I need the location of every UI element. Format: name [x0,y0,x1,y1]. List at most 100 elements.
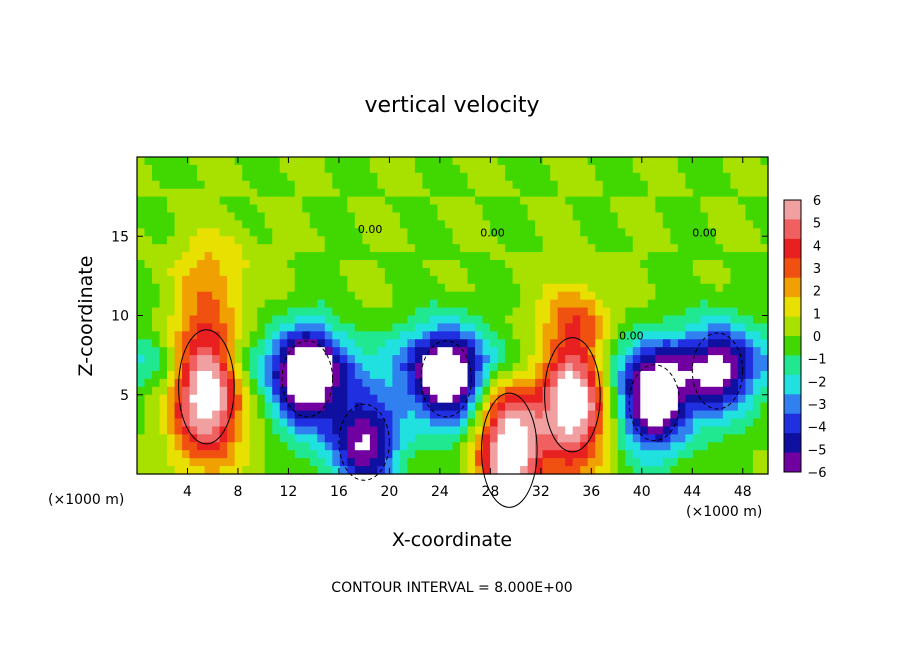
heatmap-cell [670,458,679,467]
heatmap-cell [685,426,694,435]
heatmap-cell [475,283,484,293]
heatmap-cell [730,378,739,388]
heatmap-cell [189,252,198,261]
heatmap-cell [632,228,641,237]
downdraft-contour [420,340,472,418]
heatmap-cell [369,458,378,467]
heatmap-cell [219,204,228,214]
heatmap-cell [257,434,266,443]
heatmap-cell [422,180,431,190]
heatmap-cell [302,244,311,253]
heatmap-cell [685,252,694,261]
heatmap-cell [617,323,626,332]
heatmap-cell [752,394,762,404]
heatmap-cell [257,188,266,198]
heatmap-cell [407,164,416,174]
heatmap-cell [377,307,386,317]
heatmap-cell [174,426,183,435]
heatmap-cell [324,244,333,253]
heatmap-cell [475,172,484,182]
heatmap-cell [692,410,701,420]
heatmap-cell [550,307,559,317]
heatmap-cell [399,204,409,214]
heatmap-cell [197,347,206,356]
heatmap-cell [399,180,409,190]
heatmap-cell [670,466,679,475]
heatmap-cell [580,196,589,206]
heatmap-cell [595,347,604,356]
heatmap-cell [662,450,671,459]
heatmap-cell [550,378,559,388]
heatmap-cell [287,402,296,412]
heatmap-cell [497,466,506,475]
heatmap-cell [580,260,589,269]
heatmap-cell [414,394,424,404]
heatmap-cell [737,291,747,301]
heatmap-cell [550,220,559,229]
heatmap-cell [429,275,439,285]
heatmap-cell [692,275,701,285]
heatmap-cell [414,212,424,221]
heatmap-cell [362,228,371,237]
heatmap-cell [429,252,439,261]
heatmap-cell [760,450,769,459]
heatmap-cell [550,236,559,245]
heatmap-cell [685,236,694,245]
heatmap-cell [384,212,393,221]
heatmap-cell [490,426,499,435]
heatmap-cell [745,157,754,166]
heatmap-cell [535,188,544,198]
heatmap-cell [174,458,183,467]
heatmap-cell [497,434,506,443]
heatmap-cell [264,188,273,198]
heatmap-cell [640,188,649,198]
heatmap-cell [354,260,363,269]
heatmap-cell [407,220,416,229]
heatmap-cell [572,450,581,459]
heatmap-cell [692,157,701,166]
heatmap-cell [692,172,701,182]
heatmap-cell [670,347,679,356]
heatmap-cell [467,442,476,451]
heatmap-cell [475,355,484,364]
heatmap-cell [317,283,326,293]
heatmap-cell [655,196,664,206]
heatmap-cell [490,228,499,237]
heatmap-cell [557,363,566,372]
heatmap-cell [144,307,153,317]
heatmap-cell [505,299,514,309]
heatmap-cell [482,323,491,332]
heatmap-cell [332,188,341,198]
heatmap-cell [535,323,544,332]
heatmap-cell [580,212,589,221]
heatmap-cell [737,466,747,475]
heatmap-cell [707,299,717,309]
heatmap-cell [572,180,581,190]
heatmap-cell [219,307,228,317]
heatmap-cell [422,252,431,261]
heatmap-cell [197,458,206,467]
heatmap-cell [219,339,228,348]
heatmap-cell [535,307,544,317]
heatmap-cell [437,347,446,356]
heatmap-cell [677,275,686,285]
heatmap-cell [520,466,529,475]
heatmap-cell [347,378,356,388]
heatmap-cell [257,307,266,317]
heatmap-cell [707,339,717,348]
heatmap-cell [497,426,506,435]
heatmap-cell [197,442,206,451]
heatmap-cell [490,347,499,356]
heatmap-cell [197,196,206,206]
heatmap-cell [482,394,491,404]
heatmap-cell [737,299,747,309]
heatmap-cell [617,180,626,190]
heatmap-cell [302,426,311,435]
heatmap-cell [437,418,446,428]
heatmap-cell [242,283,251,293]
heatmap-cell [677,244,686,253]
heatmap-cell [227,260,236,269]
heatmap-cell [174,355,183,364]
heatmap-cell [317,204,326,214]
heatmap-cell [730,267,739,277]
